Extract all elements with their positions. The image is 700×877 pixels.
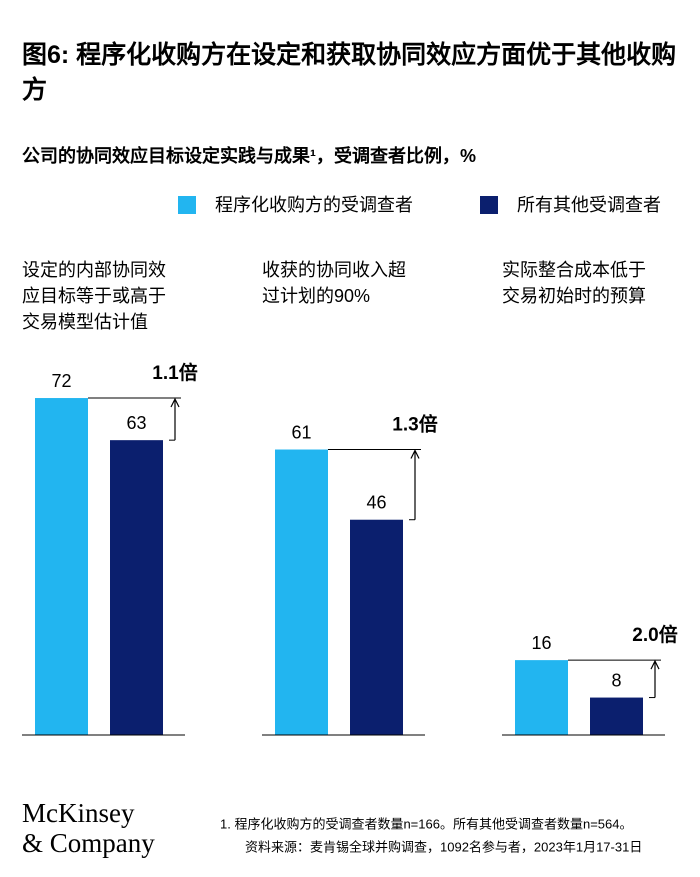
value-label: 8 [611, 670, 621, 690]
legend-label: 程序化收购方的受调查者 [215, 195, 413, 215]
ratio-annotation: 2.0倍 [632, 623, 677, 646]
ratio-annotation: 1.1倍 [152, 361, 197, 384]
source: 资料来源：麦肯锡全球并购调查，1092名参与者，2023年1月17-31日 [245, 839, 642, 854]
value-label: 61 [291, 422, 311, 442]
category-label: 实际整合成本低于交易初始时的预算 [502, 260, 646, 306]
value-label: 16 [531, 633, 551, 653]
ratio-annotation: 1.3倍 [392, 413, 437, 436]
bar [350, 519, 403, 735]
logo: & Company [22, 828, 155, 858]
footnote: 1. 程序化收购方的受调查者数量n=166。所有其他受调查者数量n=564。 [220, 816, 632, 831]
value-label: 72 [51, 371, 71, 391]
logo: McKinsey [22, 798, 135, 828]
chart-title: 图6: 程序化收购方在设定和获取协同效应方面优于其他收购方 [22, 41, 677, 104]
bar [590, 697, 643, 735]
arrow-head [410, 449, 420, 459]
value-label: 46 [366, 492, 386, 512]
bar [35, 398, 88, 735]
category-label: 收获的协同收入超过计划的90% [262, 260, 406, 306]
subtitle: 公司的协同效应目标设定实践与成果¹，受调查者比例，% [22, 145, 476, 166]
bar [515, 660, 568, 735]
bar [110, 440, 163, 735]
arrow-head [170, 397, 180, 408]
category-label: 设定的内部协同效应目标等于或高于交易模型估计值 [22, 260, 166, 332]
arrow-head [650, 659, 660, 670]
legend-swatch [178, 196, 196, 214]
value-label: 63 [126, 413, 146, 433]
legend-swatch [480, 196, 498, 214]
legend-label: 所有其他受调查者 [517, 195, 661, 215]
bar [275, 449, 328, 735]
